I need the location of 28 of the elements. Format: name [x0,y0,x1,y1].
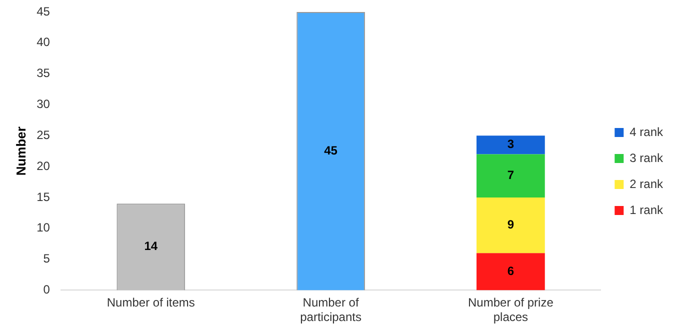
y-tick-label: 5 [43,252,50,266]
bar [476,154,545,198]
bar [476,197,545,254]
bar [476,253,545,290]
data-label: 45 [324,143,338,158]
data-label: 9 [507,218,514,232]
data-label: 3 [507,137,514,152]
y-tick-label: 20 [36,158,50,173]
y-tick-label: 15 [36,190,50,204]
y-tick-label: 45 [36,4,50,18]
y-tick-label: 0 [43,282,50,297]
data-label: 6 [507,264,514,278]
bar [476,136,545,154]
y-tick-label: 25 [36,128,50,142]
y-tick-label: 30 [36,97,50,112]
x-tick-label: Number of items [106,296,195,310]
x-tick-label: Number of prize places [468,296,554,324]
legend-label: 2 rank [630,176,664,191]
legend-label: 3 rank [630,150,664,165]
legend-label: 4 rank [630,124,664,139]
data-label: 7 [507,168,514,182]
y-axis-title: Number [13,126,28,176]
x-tick-label: Number of participants [300,296,362,324]
y-tick-label: 35 [36,66,50,80]
legend-label: 1 rank [630,202,664,217]
y-tick-label: 10 [36,220,50,235]
y-tick-label: 40 [36,35,50,50]
data-label: 14 [144,239,158,254]
